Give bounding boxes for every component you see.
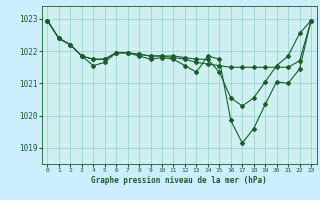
X-axis label: Graphe pression niveau de la mer (hPa): Graphe pression niveau de la mer (hPa) <box>91 176 267 185</box>
